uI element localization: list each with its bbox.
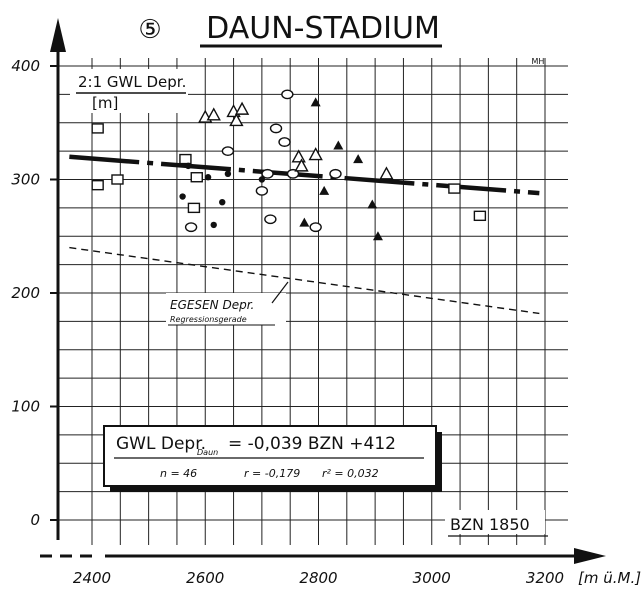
x-tick-label: 3000 — [413, 569, 451, 587]
point-filled-circle — [219, 199, 226, 206]
point-open-square — [91, 179, 104, 191]
point-open-circle — [264, 214, 277, 225]
point-open-circle — [221, 146, 235, 157]
equation-r2: r² = 0,032 — [322, 467, 379, 480]
x-axis-arrow — [574, 548, 606, 564]
regression-line-daun — [69, 154, 540, 196]
point-filled-triangle — [319, 185, 330, 195]
equation-rhs: = -0,039 BZN +412 — [228, 434, 396, 454]
point-filled-triangle — [299, 217, 310, 227]
x-axis-label: [m ü.M.] — [578, 569, 641, 587]
y-axis-label: 2:1 GWL Depr. — [78, 73, 186, 91]
point-filled-triangle — [372, 231, 383, 241]
grid-lines — [58, 58, 568, 545]
equation-box — [103, 425, 437, 487]
x-ticks: 2400 2600 2800 3000 3200 — [73, 569, 564, 587]
point-open-triangle — [206, 107, 221, 121]
point-open-square — [111, 174, 124, 185]
point-open-square — [187, 202, 201, 214]
y-tick-label: 0 — [30, 511, 40, 529]
x-tick-label: 2400 — [73, 569, 111, 587]
point-filled-triangle — [333, 140, 344, 150]
ylabel-box — [70, 69, 188, 113]
point-filled-triangle — [310, 97, 321, 107]
point-filled-circle — [204, 174, 212, 181]
point-open-circle — [255, 185, 269, 196]
regression-lines — [69, 154, 540, 315]
data-points — [91, 89, 487, 241]
panel-number: ⑤ — [138, 15, 161, 45]
bzn-label-bg — [445, 510, 545, 534]
point-open-triangle — [234, 101, 250, 115]
egesen-label: EGESEN Depr. — [170, 298, 254, 312]
bzn-label: BZN 1850 — [450, 515, 530, 534]
point-open-triangle — [379, 166, 394, 180]
y-tick-label: 100 — [11, 398, 40, 416]
egesen-sublabel: Regressionsgerade — [170, 315, 247, 324]
point-open-square — [179, 153, 192, 165]
egesen-pointer — [271, 281, 289, 304]
point-open-triangle — [294, 158, 309, 172]
egesen-label-bg — [166, 293, 286, 325]
point-open-triangle — [291, 149, 306, 163]
point-open-square — [448, 183, 461, 194]
point-filled-circle — [179, 193, 186, 200]
point-open-triangle — [308, 147, 323, 161]
y-tick-label: 300 — [11, 171, 40, 189]
point-open-circle — [286, 168, 300, 179]
equation-n: n = 46 — [160, 467, 197, 480]
point-open-triangle — [229, 113, 244, 127]
point-filled-circle — [258, 176, 266, 183]
point-filled-circle — [224, 170, 232, 178]
y-axis-arrow — [50, 18, 66, 52]
equation-lhs: GWL Depr. — [116, 434, 206, 454]
x-tick-label: 3200 — [526, 569, 564, 587]
point-open-circle — [309, 222, 322, 233]
point-open-square — [473, 210, 487, 222]
point-open-circle — [184, 222, 198, 233]
y-axis-unit: [m] — [92, 94, 118, 112]
point-open-circle — [278, 137, 291, 147]
y-tick-label: 200 — [11, 284, 40, 302]
x-tick-label: 2600 — [186, 569, 224, 587]
x-tick-label: 2800 — [299, 569, 337, 587]
point-open-circle — [269, 123, 283, 134]
y-tick-label: 400 — [11, 57, 40, 75]
point-open-circle — [329, 168, 342, 179]
point-open-square — [190, 172, 203, 183]
point-open-square — [91, 123, 104, 134]
regression-line-egesen — [69, 246, 540, 315]
point-filled-triangle — [353, 154, 364, 164]
point-filled-triangle — [367, 199, 378, 209]
point-filled-circle — [185, 162, 192, 170]
chart-title: DAUN-STADIUM — [206, 11, 440, 46]
y-ticks: 0 100 200 300 400 — [11, 57, 58, 529]
point-filled-circle — [210, 221, 217, 229]
equation-lhs-subscript: Daun — [197, 448, 218, 457]
corner-mark: MH — [532, 57, 545, 66]
equation-r: r = -0,179 — [244, 467, 300, 480]
point-open-circle — [261, 168, 274, 179]
point-open-circle — [281, 89, 294, 100]
